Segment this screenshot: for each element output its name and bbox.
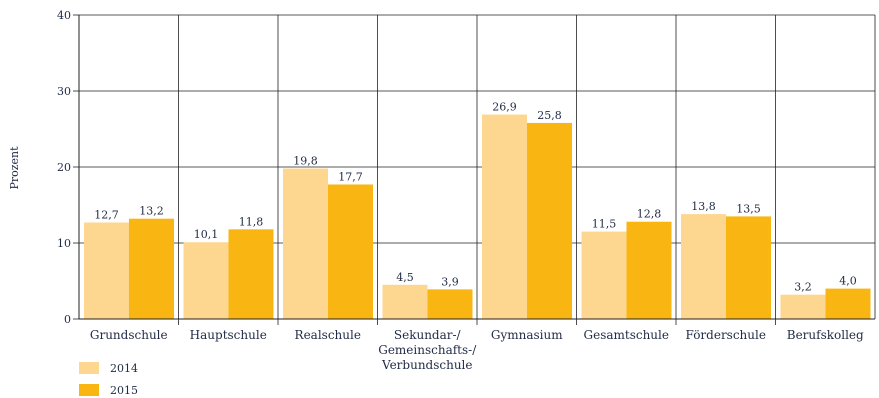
data-label: 13,2: [139, 205, 164, 218]
category-label: Förderschule: [686, 328, 766, 342]
data-label: 26,9: [492, 101, 517, 114]
legend-label: 2015: [110, 384, 138, 397]
data-label: 3,9: [441, 275, 459, 288]
legend-label: 2014: [110, 362, 138, 375]
bar-2014: [382, 284, 428, 319]
bar-2014: [183, 242, 229, 319]
legend-swatch-2014: [79, 362, 99, 374]
data-label: 11,8: [239, 215, 264, 228]
gridlines: [79, 14, 876, 325]
bar-2015: [825, 288, 871, 319]
data-label: 4,0: [839, 275, 857, 288]
category-label: Gesamtschule: [584, 328, 669, 342]
category-label: Grundschule: [90, 328, 168, 342]
bar-2014: [681, 214, 726, 319]
bar-2015: [228, 229, 274, 319]
bar-2015: [626, 221, 672, 319]
data-label: 13,8: [691, 200, 716, 213]
data-label: 17,7: [338, 170, 363, 183]
data-label: 25,8: [537, 109, 562, 122]
data-label: 11,5: [592, 218, 617, 231]
category-label: Verbundschule: [381, 358, 473, 372]
axes: 0 10 20 30 40 Grundschule Hauptschule Realschul…: [57, 9, 875, 372]
bars: 12,7 13,2 10,1 11,8 19,8 17,7 4,5 3,9 26,9 25,8 11…: [84, 101, 871, 319]
y-tick-label: 30: [57, 85, 71, 98]
data-label: 19,8: [293, 155, 318, 168]
y-tick-label: 20: [57, 161, 71, 174]
bar-2015: [328, 184, 373, 319]
bar-2014: [780, 294, 826, 319]
bar-2015: [427, 289, 473, 319]
data-label: 12,7: [94, 208, 119, 221]
y-tick-label: 0: [64, 313, 71, 326]
category-label: Hauptschule: [190, 328, 267, 342]
bar-2014: [84, 222, 129, 319]
bar-2014: [283, 168, 328, 319]
y-tick-label: 40: [57, 9, 71, 22]
category-label: Gymnasium: [491, 328, 563, 342]
bar-2015: [129, 218, 174, 319]
bar-2015: [726, 216, 771, 319]
data-label: 10,1: [194, 228, 219, 241]
category-label: Gemeinschafts-/: [378, 343, 477, 357]
data-label: 4,5: [396, 271, 414, 284]
category-label: Sekundar-/: [394, 328, 462, 342]
data-label: 3,2: [794, 281, 812, 294]
category-label: Berufskolleg: [787, 328, 864, 342]
data-label: 13,5: [736, 202, 761, 215]
y-axis-label: Prozent: [8, 146, 21, 190]
category-label: Realschule: [295, 328, 361, 342]
bar-2014: [482, 114, 527, 319]
legend-swatch-2015: [79, 384, 99, 396]
data-label: 12,8: [637, 208, 662, 221]
legend: 2014 2015: [79, 362, 138, 397]
y-tick-label: 10: [57, 237, 71, 250]
bar-2015: [527, 122, 572, 319]
bar-2014: [581, 231, 627, 319]
